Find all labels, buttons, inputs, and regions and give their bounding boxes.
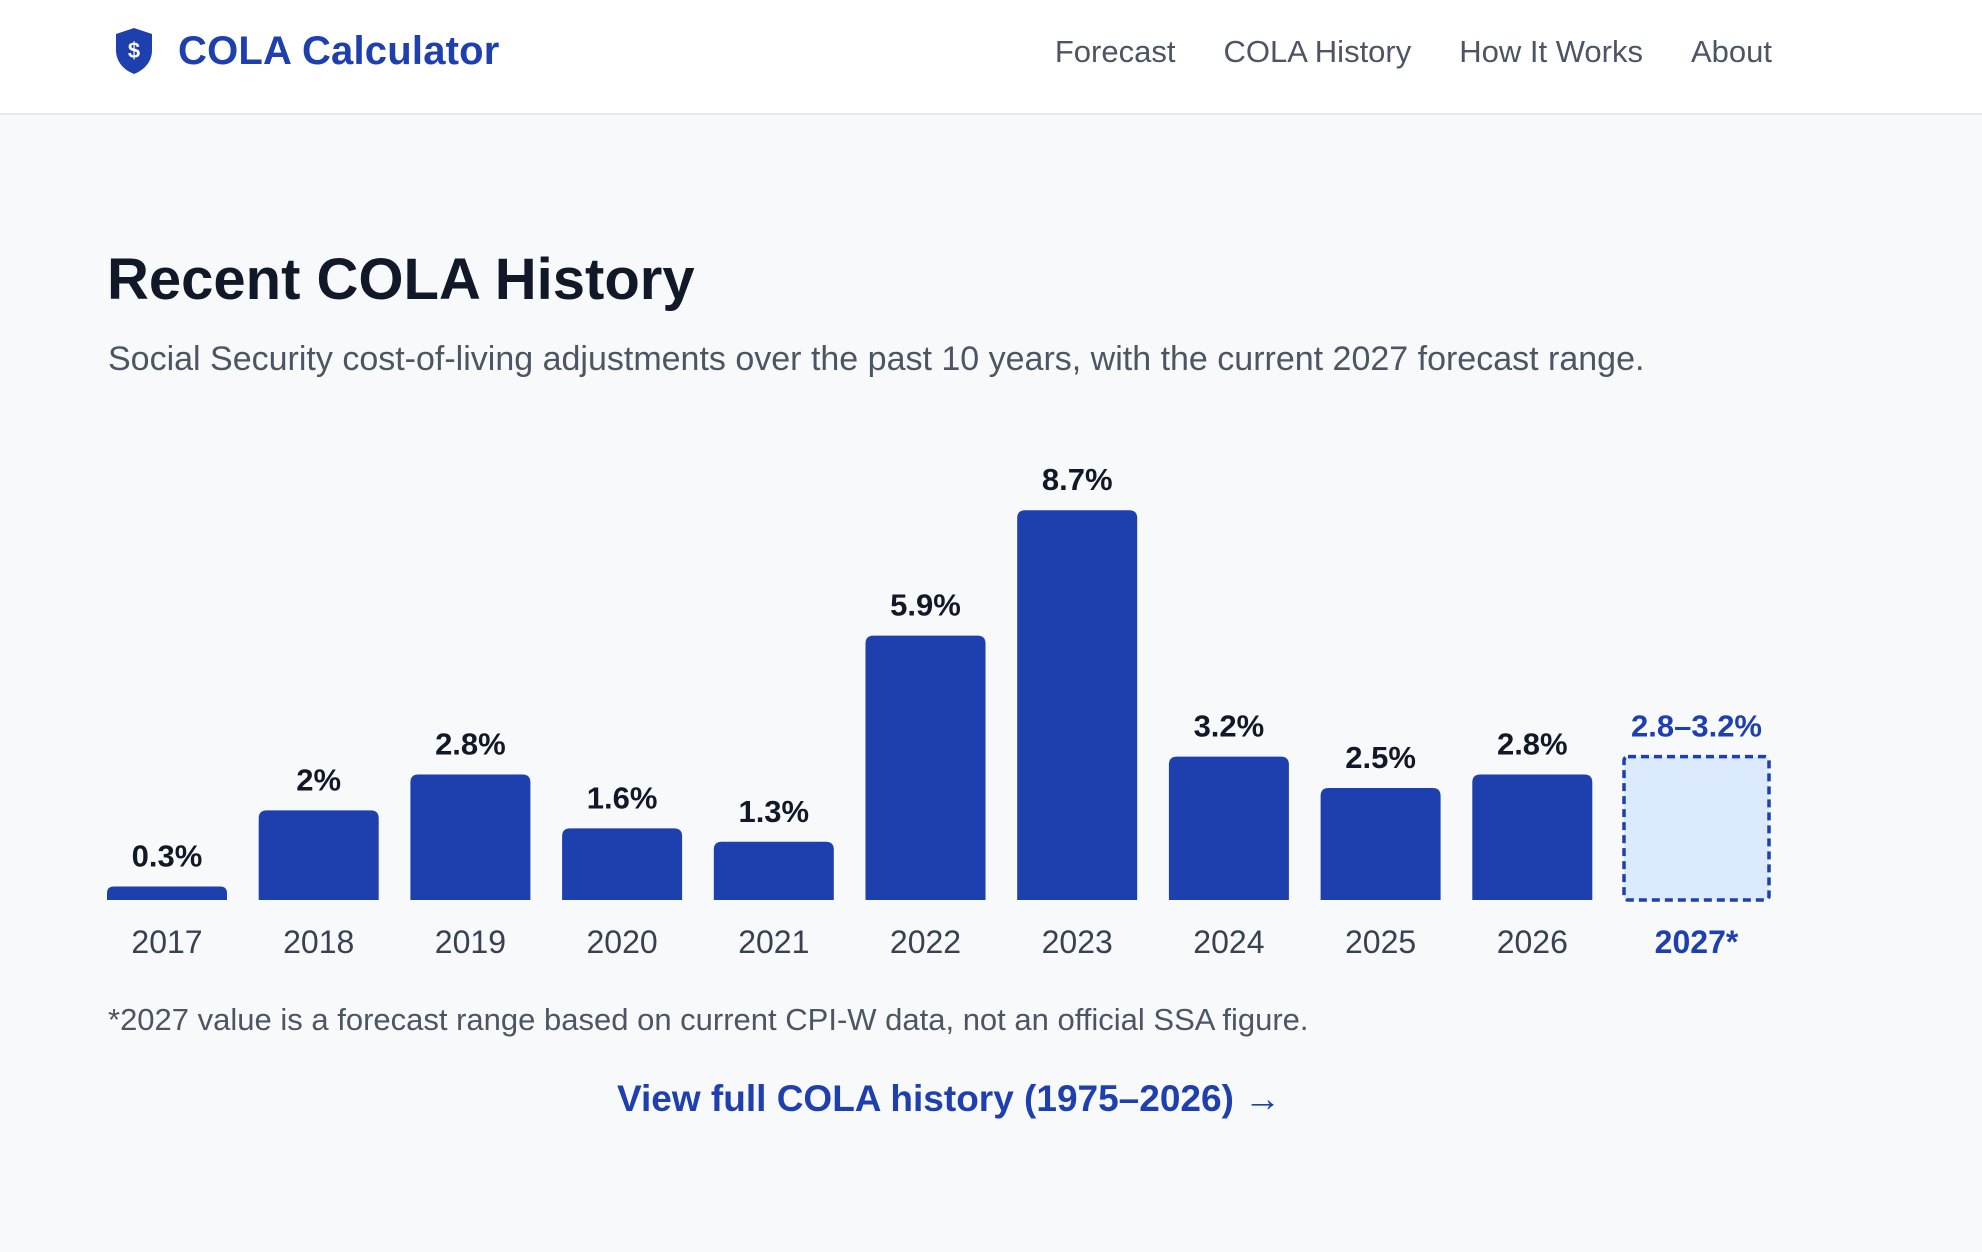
- forecast-year-label: 2027*: [1655, 924, 1739, 960]
- year-label-2019: 2019: [435, 924, 506, 960]
- bar-2023: [1017, 510, 1138, 900]
- cola-bar-chart: 0.3% 2017 2% 2018 2.8% 2019 1.6% 2020 1.3% 2021 5.…: [90, 440, 1790, 980]
- brand-logo-link[interactable]: $ COLA Calculator: [112, 26, 500, 76]
- bar-2026: [1472, 774, 1593, 900]
- year-label-2021: 2021: [738, 924, 809, 960]
- value-label-2018: 2%: [296, 762, 341, 797]
- forecast-value-label: 2.8–3.2%: [1631, 709, 1762, 744]
- main-nav: Forecast COLA History How It Works About: [1055, 30, 1772, 74]
- chart-svg: 0.3% 2017 2% 2018 2.8% 2019 1.6% 2020 1.3% 2021 5.…: [107, 462, 1771, 960]
- value-label-2026: 2.8%: [1497, 727, 1568, 762]
- value-label-2024: 3.2%: [1194, 709, 1265, 744]
- shield-dollar-icon: $: [112, 26, 156, 76]
- site-header: $ COLA Calculator Forecast COLA History …: [0, 0, 1982, 115]
- bar-2019: [410, 774, 531, 900]
- year-label-2020: 2020: [587, 924, 658, 960]
- year-label-2017: 2017: [131, 924, 202, 960]
- nav-cola-history[interactable]: COLA History: [1223, 34, 1412, 69]
- value-label-2020: 1.6%: [587, 780, 658, 815]
- year-label-2022: 2022: [890, 924, 961, 960]
- brand-name: COLA Calculator: [178, 28, 500, 73]
- nav-about[interactable]: About: [1690, 34, 1772, 69]
- bar-2025: [1320, 788, 1441, 900]
- value-label-2021: 1.3%: [738, 794, 809, 829]
- nav-forecast[interactable]: Forecast: [1054, 34, 1176, 69]
- full-history-link[interactable]: View full COLA history (1975–2026) →: [617, 1078, 1282, 1119]
- year-label-2023: 2023: [1042, 924, 1113, 960]
- bar-2022: [865, 635, 986, 900]
- page-title: Recent COLA History: [107, 247, 695, 312]
- nav-how-it-works[interactable]: How It Works: [1459, 34, 1643, 69]
- value-label-2019: 2.8%: [435, 727, 506, 762]
- value-label-2023: 8.7%: [1042, 462, 1113, 497]
- bar-2021: [713, 841, 834, 900]
- value-label-2025: 2.5%: [1345, 740, 1416, 775]
- bar-2017: [107, 886, 227, 900]
- bar-2018: [258, 810, 379, 900]
- bar-2020: [562, 828, 683, 900]
- svg-text:$: $: [128, 38, 140, 63]
- page-subtitle: Social Security cost-of-living adjustmen…: [108, 340, 1645, 378]
- year-label-2025: 2025: [1345, 924, 1416, 960]
- value-label-2022: 5.9%: [890, 588, 961, 623]
- bar-2024: [1168, 756, 1289, 900]
- forecast-bar-2027: [1622, 754, 1771, 902]
- value-label-2017: 0.3%: [132, 839, 203, 874]
- forecast-footnote: *2027 value is a forecast range based on…: [108, 1002, 1309, 1037]
- year-label-2018: 2018: [283, 924, 354, 960]
- year-label-2026: 2026: [1497, 924, 1568, 960]
- year-label-2024: 2024: [1193, 924, 1264, 960]
